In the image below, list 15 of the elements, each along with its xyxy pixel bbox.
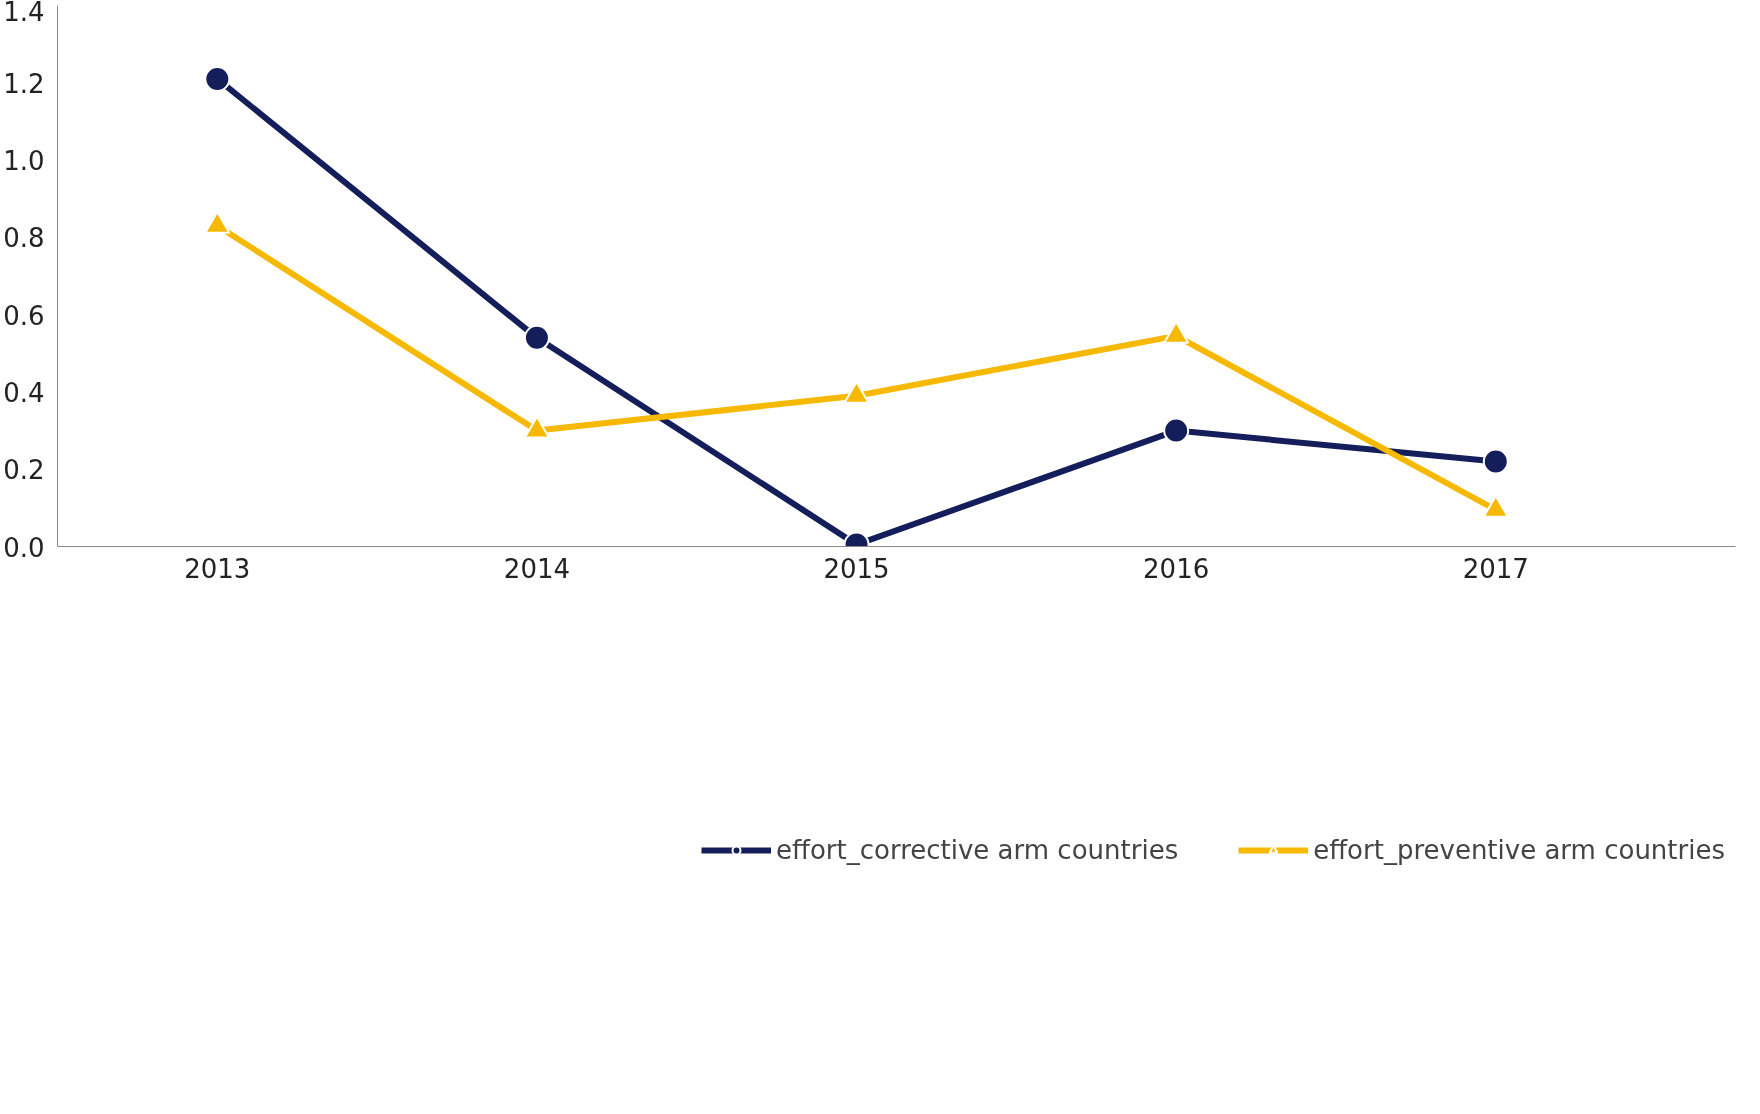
x-tick-label: 2013 xyxy=(184,553,251,584)
legend-label: effort_preventive arm countries xyxy=(1313,835,1725,865)
y-tick-label: 0.2 xyxy=(3,455,45,486)
x-tick-label: 2014 xyxy=(503,553,571,584)
x-tick-label: 2015 xyxy=(823,553,890,584)
y-tick-label: 1.2 xyxy=(3,68,45,99)
x-tick-label: 2017 xyxy=(1462,553,1529,584)
y-tick-label: 0.6 xyxy=(3,300,45,331)
y-tick-label: 0.0 xyxy=(3,532,45,563)
y-tick-label: 1.0 xyxy=(3,146,45,177)
y-tick-label: 1.4 xyxy=(3,0,45,27)
y-tick-label: 0.8 xyxy=(3,223,45,254)
legend-label: effort_corrective arm countries xyxy=(776,835,1179,865)
x-tick-label: 2016 xyxy=(1143,553,1210,584)
y-tick-label: 0.4 xyxy=(3,377,45,408)
